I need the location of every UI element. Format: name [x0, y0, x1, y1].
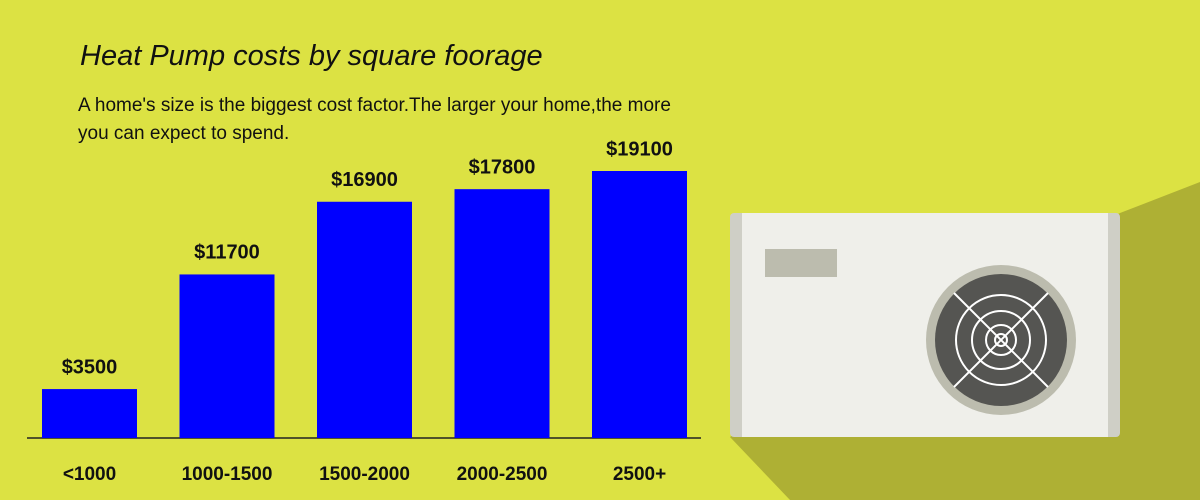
- bar: [317, 201, 412, 438]
- bar: [179, 274, 275, 438]
- value-label: $11700: [194, 242, 260, 264]
- chart-title: Heat Pump costs by square foorage: [80, 40, 543, 72]
- x-tick-label: 1000-1500: [182, 464, 273, 485]
- chart-subtitle: A home's size is the biggest cost factor…: [78, 95, 671, 144]
- x-tick-label: 1500-2000: [319, 464, 410, 485]
- x-tick-label: 2000-2500: [457, 464, 548, 485]
- bar: [42, 389, 137, 438]
- value-label: $16900: [331, 169, 398, 191]
- bar: [592, 171, 687, 438]
- fan: [926, 265, 1076, 415]
- unit-label: [765, 249, 837, 277]
- value-label: $3500: [62, 356, 118, 378]
- value-label: $17800: [469, 156, 536, 178]
- x-tick-label: 2500+: [613, 464, 666, 485]
- bar: [454, 189, 550, 438]
- value-label: $19100: [606, 138, 673, 160]
- x-tick-label: <1000: [63, 464, 116, 485]
